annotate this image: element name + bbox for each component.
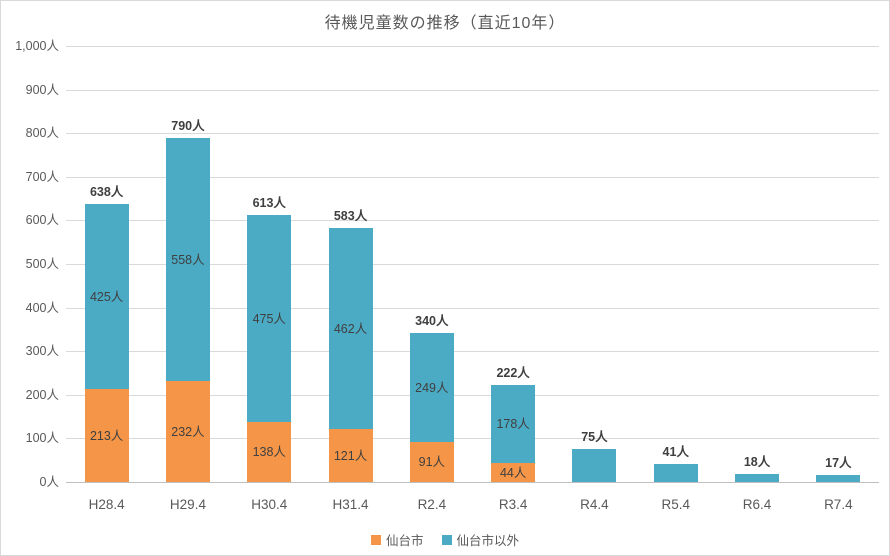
y-axis-tick-label: 400人 bbox=[25, 300, 59, 315]
x-axis-label-R2.4: R2.4 bbox=[417, 497, 447, 512]
chart-title: 待機児童数の推移（直近10年） bbox=[324, 15, 566, 32]
gridline-900 bbox=[66, 89, 879, 91]
total-value-label: 790人 bbox=[171, 119, 205, 133]
legend-swatch-other-icon bbox=[441, 534, 452, 545]
segment-value-label: 462人 bbox=[333, 321, 368, 336]
y-axis-tick-label: 500人 bbox=[25, 257, 59, 271]
total-value-label: 75人 bbox=[581, 430, 608, 444]
segment-value-label: 178人 bbox=[496, 417, 530, 431]
y-axis-tick-label: 0人 bbox=[39, 475, 59, 489]
legend-label: 仙台市 bbox=[385, 534, 424, 548]
legend-item-sendai: 仙台市 bbox=[370, 530, 424, 549]
gridline-0 bbox=[66, 482, 879, 483]
bar-segment-sendai-H30.4 bbox=[247, 422, 292, 482]
y-axis-tick-label: 1,000人 bbox=[15, 39, 59, 53]
gridline-100 bbox=[66, 438, 879, 440]
legend-item-other: 仙台市以外 bbox=[441, 530, 520, 549]
gridline-300 bbox=[66, 351, 879, 353]
segment-value-label: 138人 bbox=[252, 445, 286, 459]
bar-segment-other-R5.4 bbox=[653, 464, 698, 482]
y-axis-tick-label: 300人 bbox=[25, 344, 59, 359]
total-value-label: 340人 bbox=[415, 314, 449, 328]
bar-segment-sendai-H31.4 bbox=[328, 429, 373, 482]
y-axis-tick-label: 100人 bbox=[25, 431, 59, 446]
total-value-label: 17人 bbox=[825, 456, 852, 470]
total-value-label: 222人 bbox=[496, 366, 530, 380]
gridline-700 bbox=[66, 176, 879, 178]
segment-value-label: 558人 bbox=[171, 252, 205, 267]
legend-swatch-sendai-icon bbox=[370, 534, 381, 545]
total-value-label: 583人 bbox=[333, 209, 368, 223]
bar-segment-other-R6.4 bbox=[735, 474, 780, 482]
x-axis-label-H30.4: H30.4 bbox=[251, 497, 288, 512]
segment-value-label: 232人 bbox=[171, 424, 205, 439]
plot-area: 213人 425人 638人 232人 558人 790人 138人 475人 613人 121人… bbox=[66, 46, 879, 483]
x-axis-label-R6.4: R6.4 bbox=[742, 497, 772, 512]
total-value-label: 613人 bbox=[252, 196, 286, 210]
x-axis: H28.4 H29.4 H30.4 H31.4 R2.4 R3.4 R4.4 R5.4 R6.4… bbox=[66, 497, 879, 517]
gridline-200 bbox=[66, 394, 879, 396]
segment-value-label: 44人 bbox=[499, 465, 527, 480]
bar-segment-sendai-H28.4 bbox=[84, 389, 129, 482]
gridline-1000 bbox=[66, 46, 879, 47]
segment-value-label: 121人 bbox=[333, 448, 368, 463]
x-axis-label-R5.4: R5.4 bbox=[661, 497, 690, 512]
x-axis-label-H29.4: H29.4 bbox=[169, 497, 206, 512]
total-value-label: 638人 bbox=[89, 185, 124, 199]
gridline-400 bbox=[66, 307, 879, 309]
gridline-800 bbox=[66, 133, 879, 135]
bar-segment-sendai-R2.4 bbox=[409, 442, 454, 482]
segment-value-label: 213人 bbox=[89, 428, 124, 443]
x-axis-label-H31.4: H31.4 bbox=[332, 497, 369, 512]
segment-value-label: 475人 bbox=[252, 311, 286, 326]
y-axis-tick-label: 200人 bbox=[25, 387, 59, 402]
y-axis-tick-label: 700人 bbox=[25, 169, 59, 184]
y-axis-tick-label: 900人 bbox=[25, 82, 59, 97]
bar-segment-sendai-R3.4 bbox=[491, 463, 536, 482]
legend-label: 仙台市以外 bbox=[456, 534, 520, 548]
x-axis-label-R3.4: R3.4 bbox=[498, 497, 528, 512]
gridline-500 bbox=[66, 264, 879, 265]
x-axis-label-R4.4: R4.4 bbox=[580, 497, 609, 512]
legend: 仙台市 仙台市以外 bbox=[1, 530, 889, 549]
gridline-600 bbox=[66, 220, 879, 222]
bar-segment-other-R4.4 bbox=[572, 449, 617, 482]
total-value-label: 18人 bbox=[743, 455, 771, 469]
bar-segment-other-R7.4 bbox=[816, 475, 861, 482]
segment-value-label: 425人 bbox=[89, 289, 124, 304]
y-axis-tick-label: 600人 bbox=[25, 213, 59, 228]
segment-value-label: 249人 bbox=[415, 380, 449, 395]
total-value-label: 41人 bbox=[662, 445, 689, 459]
y-axis-tick-label: 800人 bbox=[25, 126, 59, 141]
x-axis-label-R7.4: R7.4 bbox=[824, 497, 853, 512]
x-axis-label-H28.4: H28.4 bbox=[88, 497, 125, 512]
bar-segment-sendai-H29.4 bbox=[165, 381, 210, 482]
segment-value-label: 91人 bbox=[418, 455, 446, 469]
